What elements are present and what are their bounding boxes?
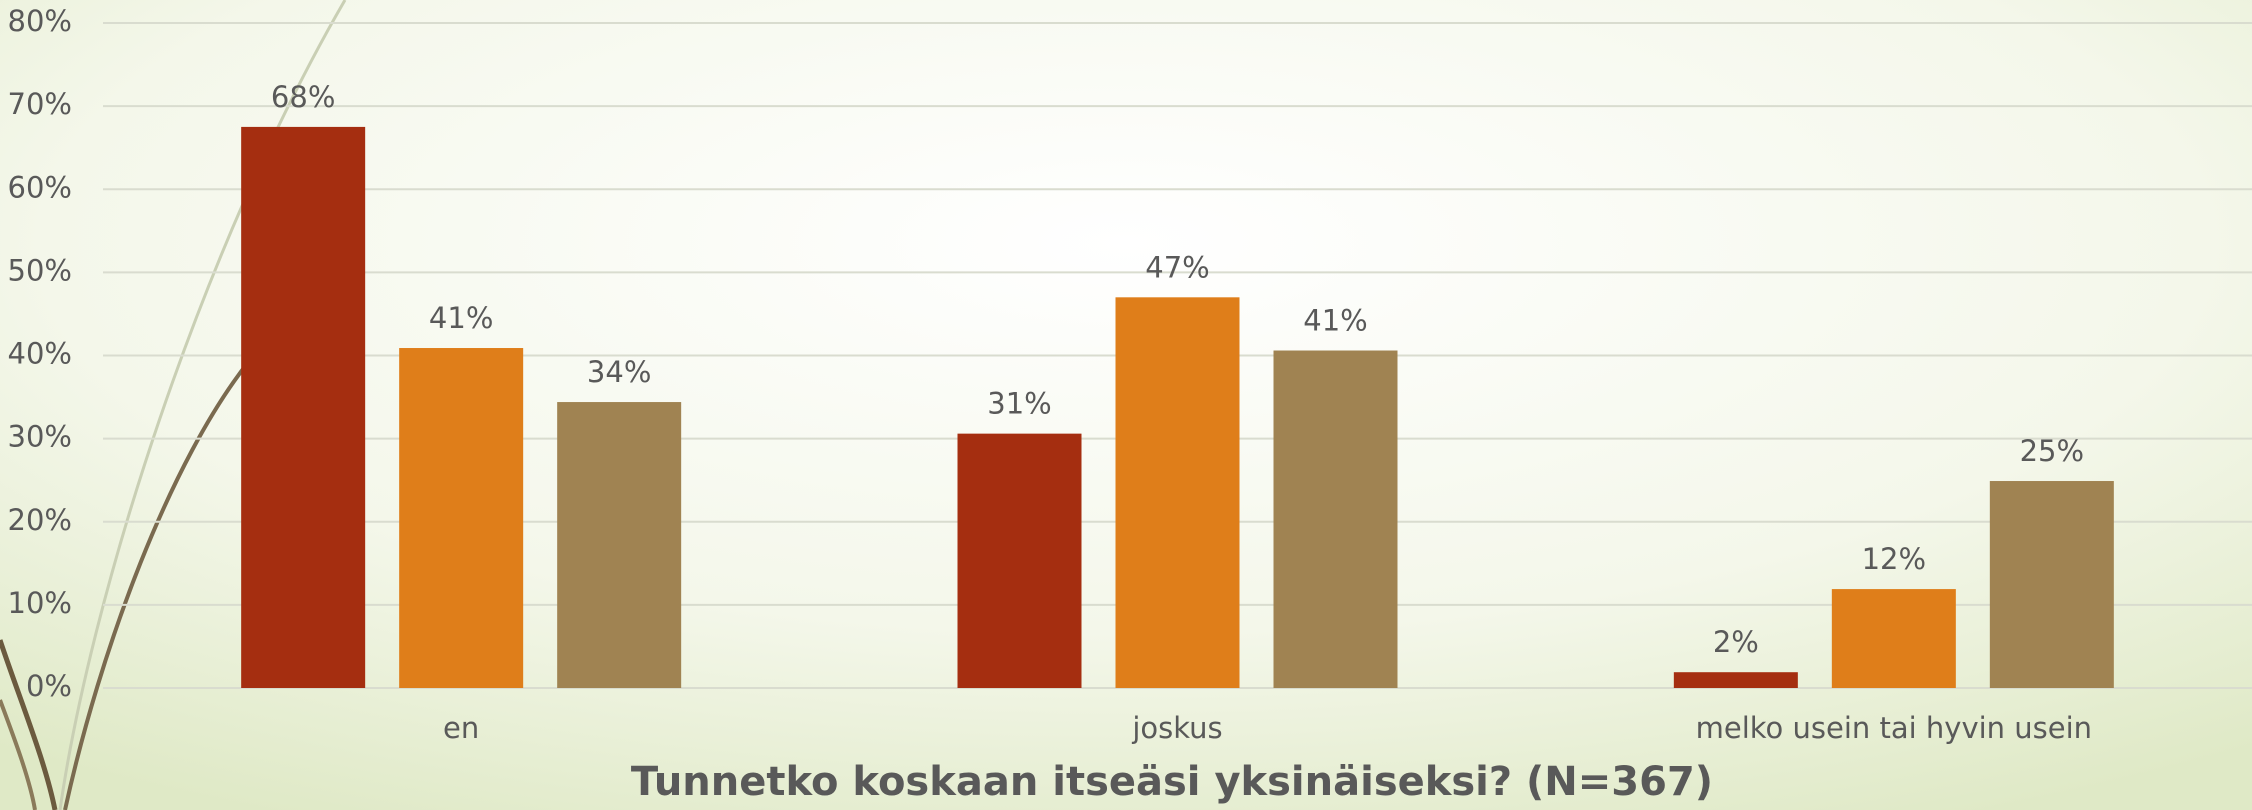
bar xyxy=(1115,297,1240,688)
chart-title: Tunnetko koskaan itseäsi yksinäiseksi? (… xyxy=(631,759,1713,805)
bar xyxy=(241,126,366,688)
y-tick-label: 70% xyxy=(8,87,72,121)
bar xyxy=(957,433,1082,688)
bar xyxy=(1273,350,1398,688)
y-tick-label: 0% xyxy=(26,669,72,703)
y-tick-label: 50% xyxy=(8,253,72,287)
x-tick-label: melko usein tai hyvin usein xyxy=(1696,711,2092,745)
data-label: 41% xyxy=(429,301,493,335)
data-label: 31% xyxy=(987,387,1051,421)
y-tick-label: 80% xyxy=(8,4,72,38)
y-tick-label: 20% xyxy=(8,503,72,537)
data-label: 41% xyxy=(1303,304,1367,338)
data-label: 68% xyxy=(271,80,335,114)
data-label: 47% xyxy=(1145,250,1209,284)
x-tick-label: en xyxy=(443,711,479,745)
y-tick-label: 10% xyxy=(8,586,72,620)
decor-curve xyxy=(0,699,37,810)
y-tick-label: 60% xyxy=(8,170,72,204)
bar xyxy=(1831,589,1956,688)
data-label: 25% xyxy=(2020,434,2084,468)
y-tick-label: 40% xyxy=(8,337,72,371)
y-tick-label: 30% xyxy=(8,420,72,454)
decor-curve xyxy=(63,358,252,810)
decor-curve xyxy=(0,639,58,810)
data-label: 34% xyxy=(587,355,651,389)
bar xyxy=(1673,672,1798,688)
x-tick-label: joskus xyxy=(1131,711,1222,745)
decor-curve xyxy=(58,0,347,810)
bar xyxy=(1989,481,2114,688)
data-label: 12% xyxy=(1862,542,1926,576)
bar xyxy=(399,348,524,688)
bar xyxy=(557,402,682,688)
data-label: 2% xyxy=(1713,625,1759,659)
